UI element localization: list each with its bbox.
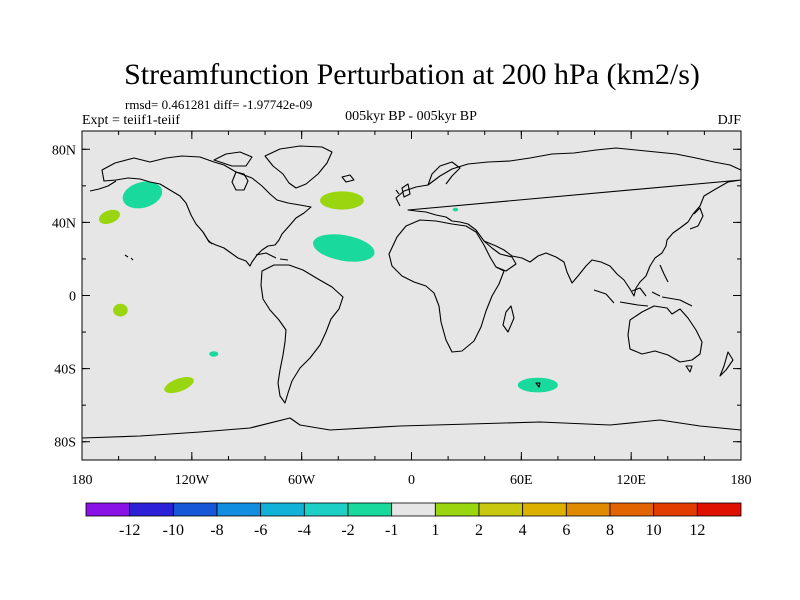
coast-antarctica [81,417,742,439]
coast-aleutians [89,180,117,192]
lon-tick-label: 0 [408,473,415,488]
colorbar-swatch [653,502,698,517]
coast-madagascar [502,305,515,333]
colorbar-label: -1 [385,522,398,539]
colorbar-label: -2 [341,522,354,539]
colorbar-swatch [85,502,131,517]
anomaly-region-3 [319,191,364,210]
lon-tick-label: 180 [731,473,752,488]
map-ocean-background [82,131,741,460]
lon-tick-label: 180 [72,473,93,488]
colorbar-swatch [260,502,305,517]
colorbar-label: 2 [475,522,483,539]
stats-label: rmsd= 0.461281 diff= -1.97742e-09 [125,97,312,112]
coast-arabia [483,240,517,272]
colorbar-label: 12 [689,522,705,539]
colorbar-label: -6 [254,522,267,539]
anomaly-region-1 [122,181,163,209]
colorbar-label: 4 [519,522,527,539]
anomaly-region-8 [164,377,194,394]
colorbar-label: 10 [646,522,662,539]
lat-tick-label: 80S [54,436,76,451]
colorbar-label: -10 [163,522,184,539]
coast-baja [202,231,213,245]
colorbar-swatch [434,502,480,517]
coast-south-america [260,264,344,404]
coast-greenland [264,145,333,189]
map-tick-labels: 180 120W 60W 0 60E 120E 180 80N 40N 0 40S 80S [52,143,752,488]
colorbar-swatch [565,502,611,517]
lat-tick-label: 0 [69,290,76,305]
colorbar-label: 1 [431,522,439,539]
experiment-label: Expt = teiif1-teiif [82,113,180,128]
coast-canadian-archipelago [213,151,253,167]
coast-british-isles [395,183,411,198]
colorbar [85,502,742,517]
coast-philippines [659,264,669,283]
lon-tick-label: 120E [616,473,646,488]
coast-iceland [341,174,355,183]
coast-australia [627,305,703,363]
coast-japan [689,207,704,230]
coast-hudson-bay [231,171,249,191]
season-label: DJF [718,113,742,128]
lon-tick-label: 60E [510,473,533,488]
colorbar-swatch [172,502,218,517]
anomaly-region-4 [313,234,375,262]
map-panel: 180 120W 60W 0 60E 120E 180 80N 40N 0 40S 80S [52,130,752,488]
map-ticks [81,131,742,460]
main-title: Streamfunction Perturbation at 200 hPa (… [124,58,700,91]
colorbar-label: -4 [298,522,311,539]
lon-tick-label: 60W [288,473,316,488]
colorbar-swatch [216,502,262,517]
lat-tick-label: 40S [54,363,76,378]
coastline-layer [81,145,742,439]
coast-scandinavia [427,161,461,186]
colorbar-labels: -12 -10 -8 -6 -4 -2 -1 1 2 4 6 8 10 12 [119,522,705,539]
colorbar-label: 8 [606,522,614,539]
coast-tasmania [685,365,693,373]
coast-hawaii [124,254,134,261]
coast-caribbean [255,252,289,261]
coast-new-zealand [719,351,734,377]
colorbar-swatch [478,502,524,517]
anomaly-region-7 [209,351,219,357]
colorbar-swatch [609,502,655,517]
colorbar-swatch [696,502,742,517]
colorbar-swatch [347,502,393,517]
lon-tick-label: 120W [175,473,210,488]
colorbar-swatch [522,502,567,517]
lat-tick-label: 80N [52,143,76,158]
anomaly-region-2 [98,209,121,224]
anomaly-region-6 [113,303,128,317]
colorbar-label: 6 [562,522,570,539]
colorbar-label: -8 [210,522,223,539]
colorbar-swatch [129,502,174,517]
coast-indonesia [593,287,693,307]
colorbar-label: -12 [119,522,140,539]
lat-tick-label: 40N [52,216,76,231]
coast-north-america [101,155,312,267]
colorbar-swatch [303,502,349,517]
coast-kerguelen [535,382,541,388]
anomaly-region-5 [452,207,459,212]
period-label: 005kyr BP - 005kyr BP [345,109,477,124]
coast-africa [388,219,505,353]
colorbar-swatch [391,502,436,517]
coast-eurasia [395,147,742,297]
